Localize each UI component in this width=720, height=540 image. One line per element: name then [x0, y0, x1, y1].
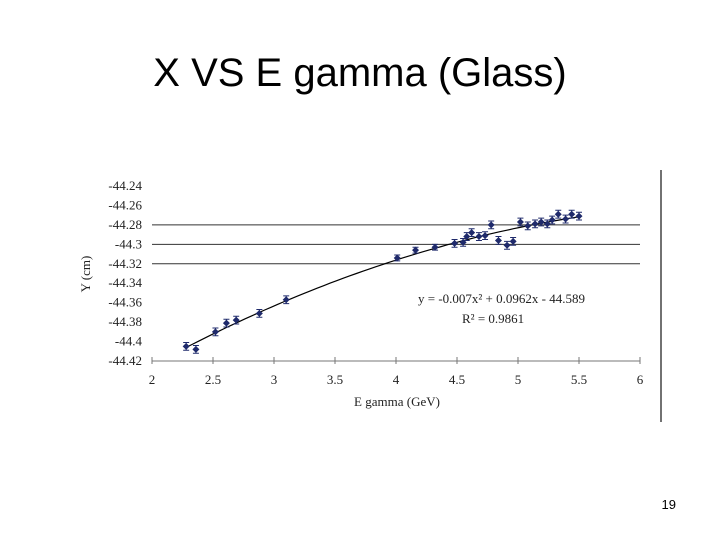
- marker: [475, 233, 483, 241]
- y-tick-label: -44.4: [115, 334, 143, 349]
- marker: [192, 345, 200, 353]
- x-tick-label: 5: [515, 372, 522, 387]
- y-tick-label: -44.36: [108, 295, 142, 310]
- y-tick-label: -44.24: [108, 178, 142, 193]
- marker: [431, 243, 439, 251]
- x-tick-label: 6: [637, 372, 644, 387]
- trendline: [185, 216, 580, 348]
- marker: [494, 236, 502, 244]
- marker: [516, 218, 524, 226]
- y-tick-label: -44.32: [108, 256, 142, 271]
- y-tick-label: -44.42: [108, 353, 142, 368]
- page-number: 19: [662, 497, 676, 512]
- marker: [222, 319, 230, 327]
- marker: [182, 342, 190, 350]
- marker: [282, 296, 290, 304]
- marker: [503, 241, 511, 249]
- marker: [468, 229, 476, 237]
- y-tick-label: -44.28: [108, 217, 142, 232]
- marker: [393, 254, 401, 262]
- y-axis-label: Y (cm): [78, 256, 93, 293]
- chart-title: X VS E gamma (Glass): [153, 51, 566, 95]
- marker: [575, 212, 583, 220]
- y-tick-label: -44.34: [108, 275, 142, 290]
- marker: [451, 239, 459, 247]
- x-tick-label: 3.5: [327, 372, 343, 387]
- marker: [568, 210, 576, 218]
- marker: [487, 221, 495, 229]
- x-axis-label: E gamma (GeV): [354, 394, 440, 409]
- y-tick-label: -44.38: [108, 314, 142, 329]
- equation: y = -0.007x² + 0.0962x - 44.589: [418, 291, 585, 306]
- marker: [509, 237, 517, 245]
- x-tick-label: 3: [271, 372, 278, 387]
- marker: [548, 216, 556, 224]
- x-tick-label: 5.5: [571, 372, 587, 387]
- marker: [562, 215, 570, 223]
- marker: [554, 210, 562, 218]
- x-tick-label: 4.5: [449, 372, 465, 387]
- x-tick-label: 4: [393, 372, 400, 387]
- x-tick-label: 2: [149, 372, 156, 387]
- marker: [412, 246, 420, 254]
- marker: [232, 316, 240, 324]
- marker: [524, 222, 532, 230]
- marker: [255, 309, 263, 317]
- marker: [537, 218, 545, 226]
- marker: [481, 232, 489, 240]
- r-squared: R² = 0.9861: [462, 311, 524, 326]
- y-tick-label: -44.3: [115, 236, 142, 251]
- marker: [543, 220, 551, 228]
- y-tick-label: -44.26: [108, 197, 142, 212]
- marker: [463, 233, 471, 241]
- marker: [211, 328, 219, 336]
- marker: [531, 220, 539, 228]
- x-tick-label: 2.5: [205, 372, 221, 387]
